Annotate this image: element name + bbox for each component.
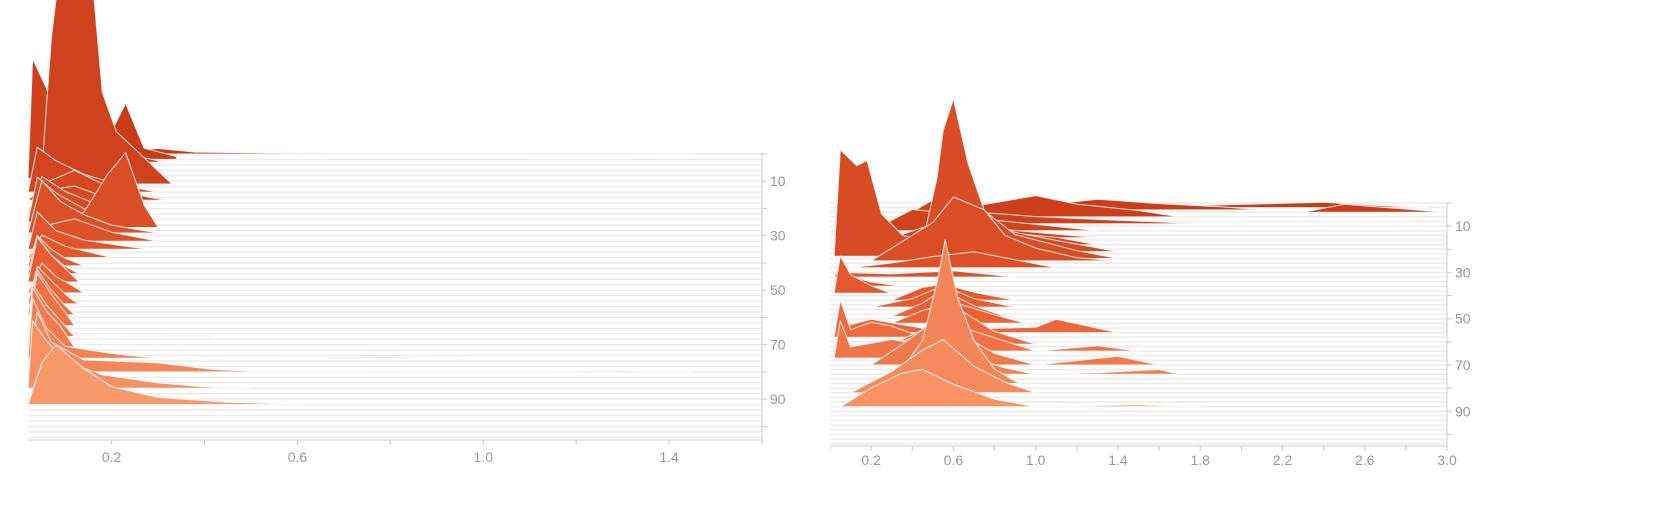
left-ridgeline-chart: 0.2 0.6 1.0 1.4 10 30 50 70 90 (0, 0, 830, 527)
y-tick-label: 50 (770, 282, 786, 298)
x-tick-label: 2.6 (1355, 452, 1375, 468)
ridge-area (891, 239, 1020, 384)
ridge-area (870, 196, 1119, 262)
ridge-area (27, 297, 484, 359)
x-tick-label: 1.0 (474, 449, 494, 465)
right-chart-svg: 0.2 0.6 1.0 1.4 1.8 2.2 2.6 3.0 10 30 50 70 90 (830, 98, 1471, 468)
x-tick-label: 0.2 (861, 452, 881, 468)
x-tick-label: 1.8 (1190, 452, 1210, 468)
ridge-area (27, 180, 159, 234)
left-chart-svg: 0.2 0.6 1.0 1.4 10 30 50 70 90 (27, 0, 786, 465)
x-tick-label: 1.4 (1108, 452, 1128, 468)
y-tick-label: 90 (1455, 403, 1471, 419)
ridge-area (27, 211, 150, 250)
y-tick-label: 10 (770, 173, 786, 189)
ridge-area (839, 368, 1201, 408)
x-tick-label: 0.2 (102, 449, 122, 465)
y-axis: 10 30 50 70 90 (1446, 202, 1471, 446)
y-tick-label: 50 (1455, 311, 1471, 327)
x-axis: 0.2 0.6 1.0 1.4 1.8 2.2 2.6 3.0 (830, 445, 1457, 468)
x-tick-label: 0.6 (288, 449, 308, 465)
x-tick-label: 3.0 (1437, 452, 1457, 468)
x-tick-label: 2.2 (1273, 452, 1293, 468)
right-ridgeline-chart: 0.2 0.6 1.0 1.4 1.8 2.2 2.6 3.0 10 30 50 70 90 (830, 0, 1663, 527)
ridge-area (850, 251, 1057, 269)
x-tick-label: 1.4 (659, 449, 679, 465)
ridges (833, 98, 1448, 408)
y-tick-label: 70 (1455, 357, 1471, 373)
ridge-area (1302, 203, 1448, 213)
ridge-area (27, 0, 173, 185)
y-tick-label: 30 (770, 228, 786, 244)
ridges (27, 0, 693, 406)
y-tick-label: 70 (770, 337, 786, 353)
x-tick-label: 0.6 (944, 452, 964, 468)
ridge-area (27, 344, 308, 406)
y-tick-label: 30 (1455, 264, 1471, 280)
ridge-area (833, 255, 893, 294)
y-axis: 10 30 50 70 90 (761, 153, 786, 440)
y-tick-label: 90 (770, 391, 786, 407)
ridge-area (27, 311, 693, 373)
x-axis: 0.2 0.6 1.0 1.4 (28, 439, 763, 465)
y-tick-label: 10 (1455, 218, 1471, 234)
x-tick-label: 1.0 (1026, 452, 1046, 468)
